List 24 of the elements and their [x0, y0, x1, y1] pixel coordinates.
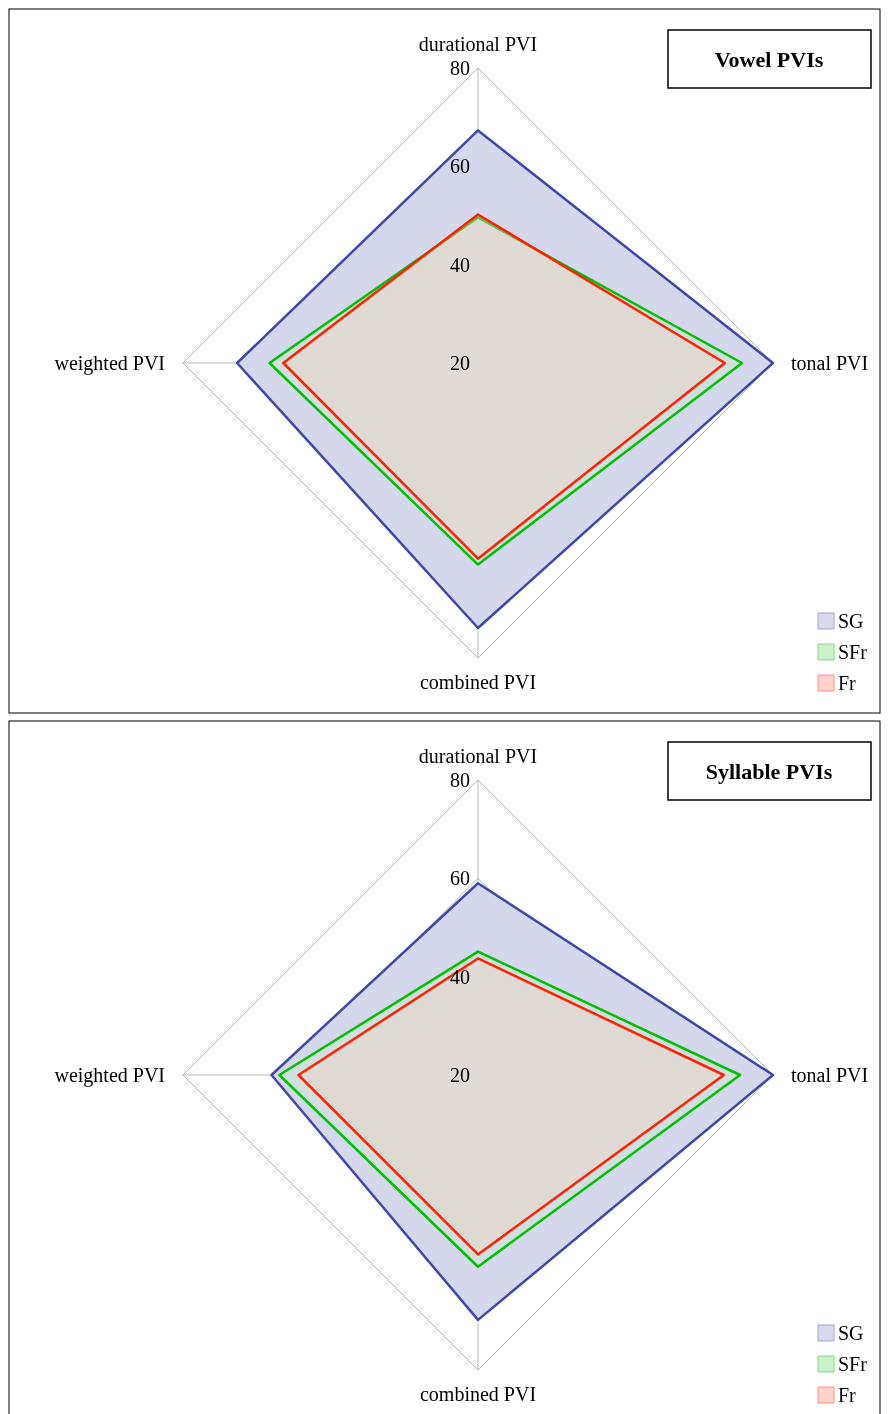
legend-label: Fr	[838, 1384, 857, 1406]
y-tick-label: 80	[450, 57, 470, 79]
y-tick-label: 20	[450, 352, 470, 374]
spoke-label: weighted PVI	[54, 1064, 165, 1087]
legend-label: SFr	[838, 1353, 868, 1375]
spoke-label: tonal PVI	[791, 1064, 869, 1086]
spoke-label: durational PVI	[418, 745, 538, 767]
spoke-label: durational PVI	[418, 33, 538, 55]
spoke-label: combined PVI	[419, 1383, 537, 1405]
legend-label: SG	[838, 610, 864, 632]
y-tick-label: 20	[450, 1064, 470, 1086]
text: Syllable PVIs	[705, 758, 833, 784]
spoke-label: weighted PVI	[54, 352, 165, 375]
y-tick-label: 40	[450, 253, 470, 276]
spoke-label: tonal PVI	[791, 352, 869, 374]
y-tick-label: 80	[450, 769, 470, 791]
legend-label: SFr	[838, 641, 868, 663]
spoke-label: combined PVI	[419, 671, 537, 693]
y-tick-label: 60	[450, 155, 470, 178]
y-tick-label: 60	[450, 867, 470, 890]
legend-label: Fr	[838, 672, 857, 694]
text: Vowel PVIs	[714, 46, 824, 72]
legend-label: SG	[838, 1322, 864, 1344]
y-tick-label: 40	[450, 965, 470, 988]
